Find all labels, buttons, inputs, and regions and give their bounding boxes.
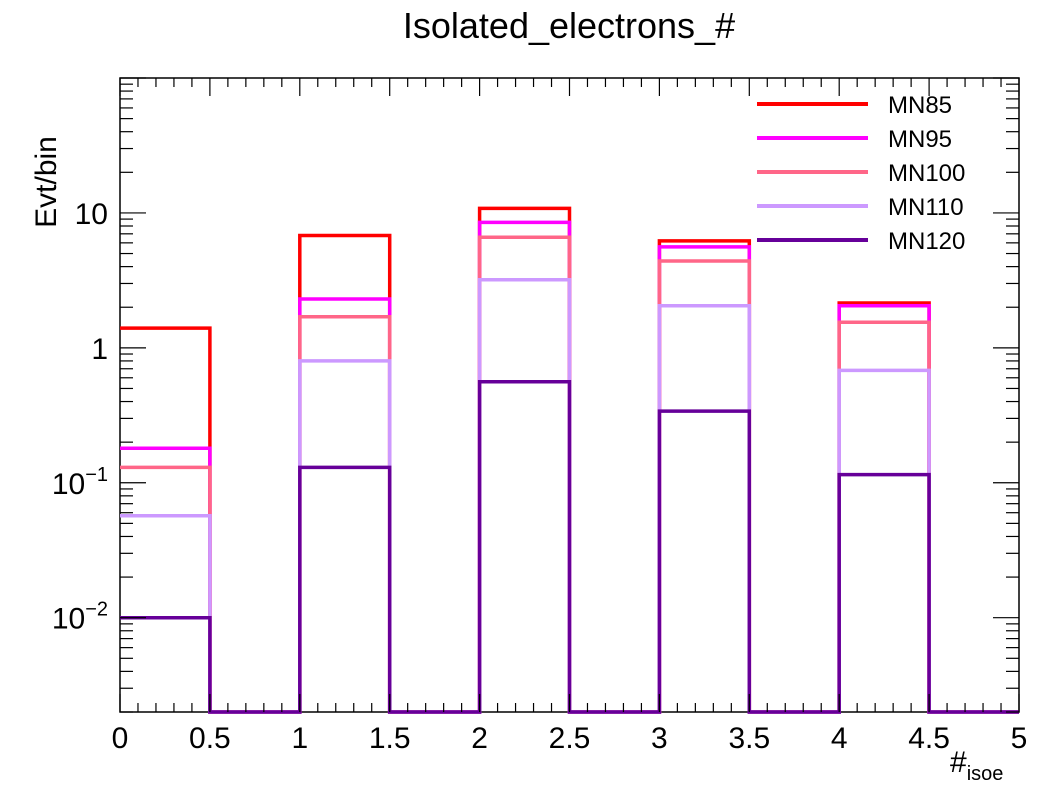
y-tick-label: 10 (75, 198, 108, 231)
x-tick-label: 0.5 (189, 722, 231, 755)
legend-label-mn85: MN85 (888, 92, 952, 119)
legend-label-mn120: MN120 (888, 228, 965, 255)
legend: MN85 MN95 MN100 MN110 MN120 (757, 92, 965, 255)
legend-label-mn95: MN95 (888, 126, 952, 153)
x-tick-label: 4.5 (908, 722, 950, 755)
axis-ticks (119, 77, 1020, 713)
x-tick-label: 5 (1011, 722, 1028, 755)
y-tick-label: 1 (91, 333, 108, 366)
series-line-mn120 (120, 380, 1019, 714)
x-tick-labels: 0 0.5 1 1.5 2 2.5 3 3.5 4 4.5 5 (112, 722, 1028, 755)
x-tick-label: 1.5 (369, 722, 411, 755)
x-tick-label: 4 (831, 722, 848, 755)
y-tick-label: 10−1 (52, 464, 108, 501)
y-axis-label: Evt/bin (30, 136, 63, 228)
x-axis-label: #isoe (950, 746, 1003, 785)
y-tick-labels: 10−2 10−1 1 10 (52, 198, 108, 636)
x-tick-label: 2.5 (549, 722, 591, 755)
x-tick-label: 3 (651, 722, 668, 755)
chart-title: Isolated_electrons_# (403, 5, 735, 46)
x-tick-label: 0 (112, 722, 129, 755)
x-tick-label: 3.5 (728, 722, 770, 755)
y-tick-label: 10−2 (52, 599, 108, 636)
x-tick-label: 1 (291, 722, 308, 755)
x-tick-label: 2 (471, 722, 488, 755)
series-layer (120, 206, 1019, 714)
x-axis-label-subscript: isoe (967, 763, 1004, 785)
legend-label-mn110: MN110 (888, 194, 964, 221)
legend-label-mn100: MN100 (888, 160, 965, 187)
x-axis-label-main: # (950, 746, 967, 779)
